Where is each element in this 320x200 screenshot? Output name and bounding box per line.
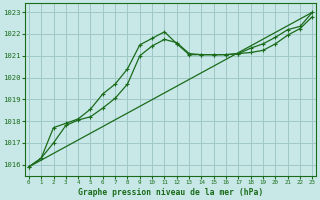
X-axis label: Graphe pression niveau de la mer (hPa): Graphe pression niveau de la mer (hPa) (78, 188, 263, 197)
